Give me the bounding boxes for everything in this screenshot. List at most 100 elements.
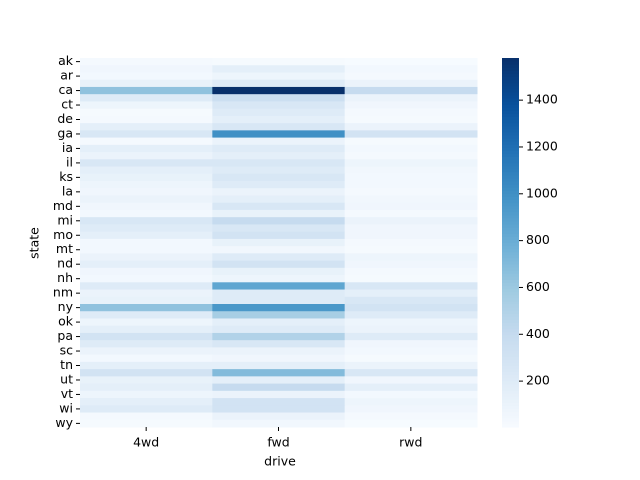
colorbar-segment — [502, 356, 519, 360]
heatmap-cell — [80, 209, 213, 218]
y-tick-label: pa — [57, 328, 73, 343]
heatmap-cell — [80, 253, 213, 262]
heatmap-cell — [344, 347, 478, 356]
heatmap-cell — [212, 325, 346, 334]
heatmap-cell — [212, 275, 346, 283]
heatmap-cell — [80, 159, 213, 168]
colorbar-segment — [502, 310, 519, 314]
colorbar-segment — [502, 319, 519, 323]
heatmap-cell — [212, 260, 346, 269]
heatmap-cell — [344, 311, 478, 319]
heatmap-cell — [344, 123, 478, 131]
heatmap-cell — [212, 217, 346, 225]
colorbar-segment — [502, 141, 519, 145]
colorbar-tick-label: 800 — [526, 232, 550, 247]
y-tick-label: ca — [58, 82, 73, 97]
heatmap-cell — [80, 304, 213, 312]
heatmap-cell — [344, 188, 478, 196]
heatmap-cell — [212, 253, 346, 262]
heatmap-cell — [344, 332, 478, 341]
heatmap-cell — [344, 412, 478, 421]
heatmap-cell — [212, 390, 346, 399]
heatmap-cell — [212, 383, 346, 392]
colorbar-segment — [502, 184, 519, 188]
heatmap-cell — [212, 282, 346, 291]
heatmap-cell — [344, 361, 478, 370]
heatmap-cell — [80, 246, 213, 254]
colorbar-segment — [502, 76, 519, 81]
colorbar-segment — [502, 165, 519, 170]
heatmap-cell — [212, 115, 346, 124]
colorbar-segment — [502, 113, 519, 117]
colorbar-segment — [502, 190, 519, 194]
heatmap-cell — [80, 173, 213, 182]
heatmap-cell — [212, 296, 346, 305]
colorbar-segment — [502, 362, 519, 366]
heatmap-cell — [80, 86, 213, 95]
colorbar-segment — [502, 353, 519, 357]
colorbar-segment — [502, 411, 519, 416]
heatmap-cell — [80, 115, 213, 124]
colorbar-segment — [502, 343, 519, 348]
colorbar-segment — [502, 125, 519, 130]
y-tick-label: mi — [57, 212, 73, 227]
heatmap-cell — [80, 340, 213, 348]
heatmap-cell — [344, 304, 478, 312]
heatmap-cell — [212, 224, 346, 233]
heatmap-cell — [80, 419, 213, 428]
y-tick-label: wi — [59, 400, 73, 415]
heatmap-cell — [80, 412, 213, 421]
heatmap-cell — [212, 304, 346, 312]
colorbar-segment — [502, 328, 519, 333]
colorbar-segment — [502, 104, 519, 108]
colorbar-segment — [502, 162, 519, 167]
colorbar-segment — [502, 371, 519, 376]
heatmap-cell — [80, 238, 213, 247]
heatmap-cell — [344, 231, 478, 240]
colorbar-segment — [502, 94, 519, 99]
heatmap-cell — [344, 101, 478, 110]
colorbar-segment — [502, 331, 519, 336]
heatmap-cell — [212, 412, 346, 421]
colorbar-segment — [502, 285, 519, 290]
x-tick-label: rwd — [399, 435, 422, 450]
heatmap-cell — [344, 86, 478, 95]
heatmap-cell — [344, 181, 478, 189]
colorbar-segment — [502, 73, 519, 77]
colorbar-segment — [502, 70, 519, 74]
colorbar-segment — [502, 420, 519, 425]
heatmap-cell — [344, 419, 478, 428]
colorbar-segment — [502, 396, 519, 400]
heatmap-cell — [344, 108, 478, 117]
colorbar-segment — [502, 116, 519, 120]
colorbar-segment — [502, 128, 519, 133]
colorbar-segment — [502, 199, 519, 204]
heatmap-cell — [344, 209, 478, 218]
heatmap-cell — [80, 181, 213, 189]
colorbar-segment — [502, 408, 519, 413]
y-tick-label: nd — [57, 256, 73, 271]
heatmap-cell — [344, 354, 478, 363]
heatmap-cell — [212, 238, 346, 247]
heatmap-cell — [80, 130, 213, 139]
colorbar-segment — [502, 260, 519, 265]
colorbar-segment — [502, 119, 519, 124]
heatmap-cell — [212, 101, 346, 110]
heatmap-cell — [80, 361, 213, 370]
heatmap-cell — [212, 231, 346, 240]
colorbar-segment — [502, 288, 519, 293]
y-tick-label: nh — [57, 270, 73, 285]
heatmap-cell — [212, 123, 346, 131]
colorbar-segment — [502, 171, 519, 176]
colorbar-segment — [502, 399, 519, 403]
y-tick-label: il — [66, 154, 73, 169]
colorbar-segment — [502, 88, 519, 93]
heatmap-cell — [212, 361, 346, 370]
heatmap-cell — [212, 58, 346, 66]
heatmap-cell — [344, 115, 478, 124]
heatmap-cell — [80, 275, 213, 283]
heatmap-cell — [212, 318, 346, 327]
heatmap-cell — [80, 188, 213, 196]
colorbar-segment — [502, 264, 519, 268]
heatmap-cell — [344, 137, 478, 146]
